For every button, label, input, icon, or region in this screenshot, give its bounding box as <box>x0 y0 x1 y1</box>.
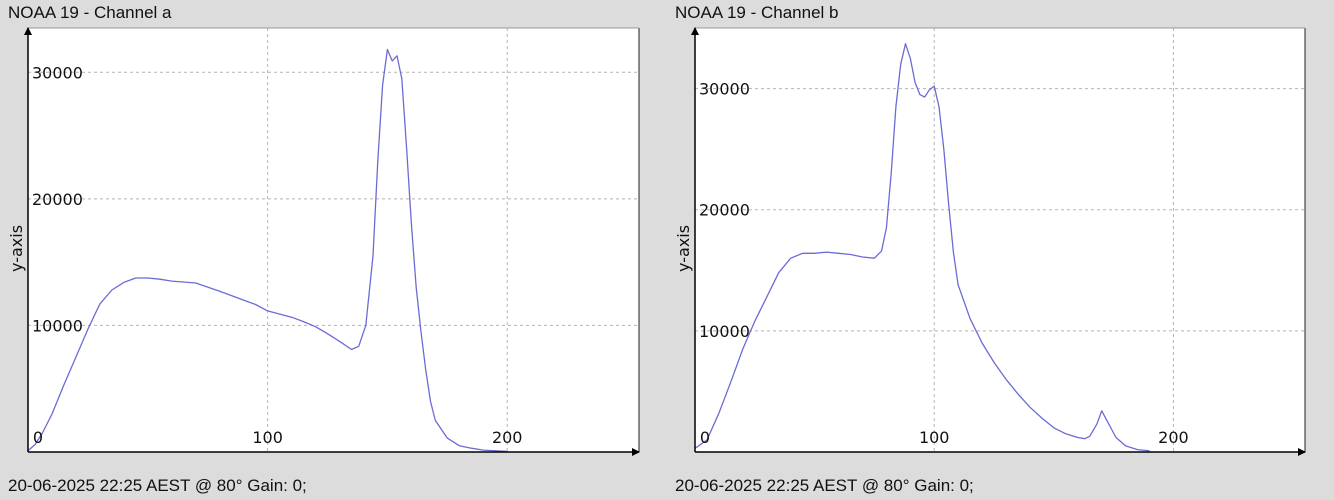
x-axis-arrow <box>1298 448 1306 456</box>
series-line <box>694 43 1150 452</box>
x-tick-label: 100 <box>919 428 950 447</box>
y-tick-label: 20000 <box>32 190 83 209</box>
y-axis-label: y-axis <box>674 225 693 272</box>
chart-footer: 20-06-2025 22:25 AEST @ 80° Gain: 0; <box>675 476 974 495</box>
y-tick-label: 20000 <box>699 201 750 220</box>
x-tick-label: 100 <box>252 428 283 447</box>
plot-area <box>28 28 639 452</box>
y-tick-label: 10000 <box>32 316 83 335</box>
x-axis-arrow <box>632 448 640 456</box>
x-tick-label: 0 <box>33 428 43 447</box>
chart-title: NOAA 19 - Channel b <box>675 3 839 22</box>
x-tick-label: 200 <box>492 428 523 447</box>
y-tick-label: 30000 <box>32 63 83 82</box>
y-tick-label: 10000 <box>699 322 750 341</box>
y-tick-label: 30000 <box>699 80 750 99</box>
series-line <box>27 48 508 453</box>
chart-title: NOAA 19 - Channel a <box>8 3 172 22</box>
x-tick-label: 200 <box>1158 428 1189 447</box>
x-tick-label: 0 <box>700 428 710 447</box>
chart-footer: 20-06-2025 22:25 AEST @ 80° Gain: 0; <box>8 476 307 495</box>
chart-panel-a: NOAA 19 - Channel a 10000 20000 30000 0 100 2… <box>7 3 640 495</box>
y-axis-label: y-axis <box>7 225 26 272</box>
chart-b-svg: 10000 20000 30000 0 100 200 y-axis <box>674 27 1306 456</box>
plot-area <box>695 28 1305 452</box>
chart-panel-b: NOAA 19 - Channel b 10000 20000 30000 0 100 2… <box>667 0 1334 500</box>
chart-a-svg: 10000 20000 30000 0 100 200 y-axis <box>7 27 640 456</box>
y-axis-arrow <box>691 27 699 35</box>
y-axis-arrow <box>24 27 32 35</box>
